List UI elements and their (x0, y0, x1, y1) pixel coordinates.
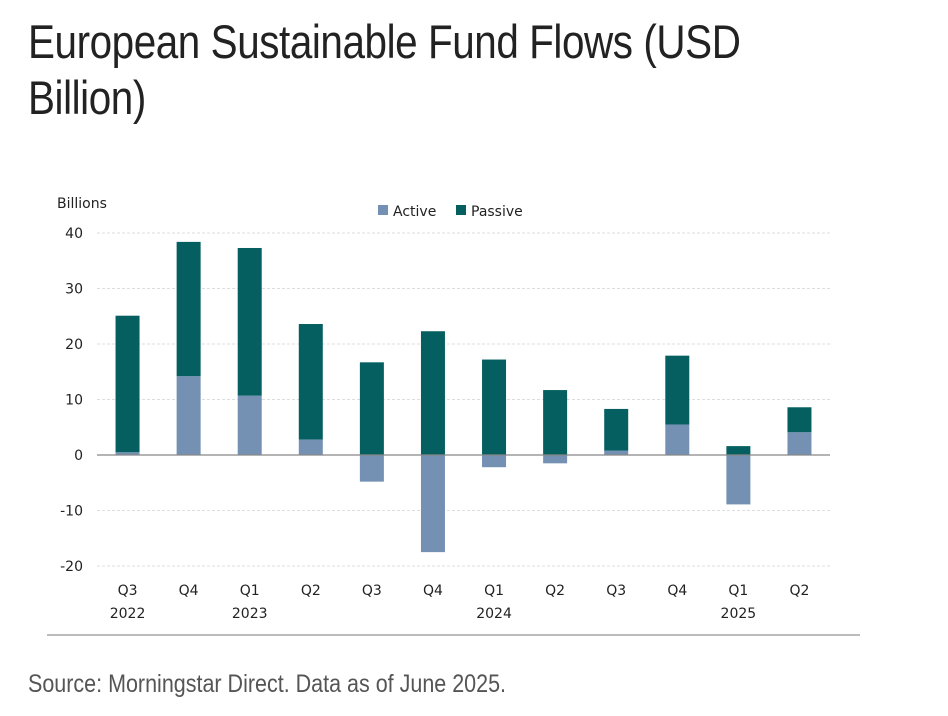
bar-active (359, 455, 384, 482)
bar-active (726, 455, 751, 505)
bar-active (420, 455, 445, 553)
bar-active (543, 455, 568, 464)
x-tick-label: Q3 (362, 583, 382, 599)
bar-passive (787, 407, 812, 433)
bar-passive (420, 331, 445, 455)
bar-active (115, 452, 140, 455)
bar-passive (665, 355, 690, 425)
x-tick-label: Q3 (606, 583, 626, 599)
bar-active (787, 432, 812, 455)
y-tick-label: 10 (65, 393, 83, 409)
legend-swatch-passive (456, 205, 466, 215)
bar-passive (115, 315, 140, 453)
bar-passive (298, 324, 323, 440)
legend-swatch-active (378, 205, 388, 215)
x-tick-label: Q3 (118, 583, 138, 599)
x-tick-year-label: 2024 (476, 606, 512, 622)
y-tick-label: 0 (74, 448, 83, 464)
x-tick-label: Q4 (179, 583, 199, 599)
x-tick-year-label: 2025 (721, 606, 757, 622)
x-tick-label: Q2 (301, 583, 321, 599)
y-tick-label: 20 (65, 337, 83, 353)
bar-passive (543, 390, 568, 455)
x-tick-label: Q4 (423, 583, 443, 599)
source-note: Source: Morningstar Direct. Data as of J… (28, 670, 507, 698)
bar-passive (604, 408, 629, 451)
bar-passive (237, 247, 262, 396)
x-tick-label: Q1 (728, 583, 748, 599)
bar-passive (176, 241, 201, 377)
x-tick-year-label: 2023 (232, 606, 268, 622)
y-tick-label: 30 (65, 282, 83, 298)
bar-passive (726, 446, 751, 455)
x-tick-label: Q4 (667, 583, 687, 599)
y-axis-label: Billions (57, 196, 107, 212)
bar-active (237, 395, 262, 455)
bar-active (176, 376, 201, 455)
x-tick-label: Q2 (789, 583, 809, 599)
legend-label-passive: Passive (471, 204, 523, 220)
x-tick-label: Q1 (484, 583, 504, 599)
bar-active (482, 455, 507, 468)
bar-passive (482, 359, 507, 455)
stacked-bar-chart: Billions 40 30 20 10 0 -10 -20 Active Passive Q3 20… (57, 196, 830, 622)
y-tick-label: 40 (65, 226, 83, 242)
x-tick-label: Q1 (240, 583, 260, 599)
bar-active (604, 450, 629, 455)
x-tick-year-label: 2022 (110, 606, 146, 622)
x-tick-label: Q2 (545, 583, 565, 599)
bar-passive (359, 362, 384, 455)
divider (47, 634, 860, 636)
legend-label-active: Active (393, 204, 436, 220)
y-tick-label: -10 (60, 504, 83, 520)
bar-active (665, 424, 690, 455)
y-tick-label: -20 (60, 559, 83, 575)
bar-active (298, 439, 323, 455)
page-title: European Sustainable Fund Flows (USD Bil… (28, 15, 741, 124)
